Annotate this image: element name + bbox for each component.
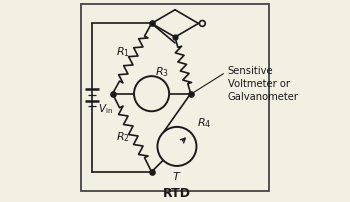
Circle shape [199, 20, 205, 26]
Text: $V_{\mathrm{in}}$: $V_{\mathrm{in}}$ [98, 102, 113, 116]
Text: $R_1$: $R_1$ [116, 45, 130, 59]
Text: RTD: RTD [163, 187, 191, 200]
Text: $R_3$: $R_3$ [155, 65, 169, 79]
Circle shape [134, 76, 169, 111]
Text: $T$: $T$ [172, 170, 182, 182]
Text: $R_2$: $R_2$ [116, 130, 130, 144]
Text: $R_4$: $R_4$ [197, 116, 212, 130]
Text: Sensitive
Voltmeter or
Galvanometer: Sensitive Voltmeter or Galvanometer [228, 66, 299, 102]
Circle shape [158, 127, 196, 166]
